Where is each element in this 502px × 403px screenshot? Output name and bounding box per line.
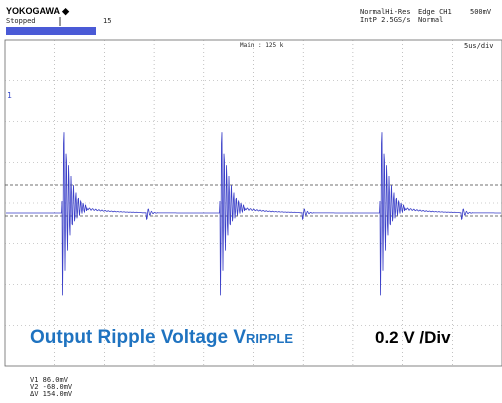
caption-label: Output Ripple Voltage VRIPPLE: [30, 327, 293, 348]
cursor-dv: ΔV 154.0mV: [30, 390, 73, 398]
brand: YOKOGAWA ◆: [6, 6, 70, 16]
timebase: 5us/div: [464, 42, 494, 50]
trigger: Edge CH1: [418, 8, 452, 16]
main: Main : 125 k: [240, 42, 284, 49]
cursor-v1: V1 86.0mV: [30, 376, 69, 384]
grid: [5, 40, 502, 366]
trigger-level: 500mV: [470, 8, 492, 16]
channel-marker: 1: [7, 91, 12, 100]
status: Stopped: [6, 17, 36, 25]
count: 15: [103, 17, 111, 25]
cursor-v2: V2 -68.0mV: [30, 383, 73, 391]
mode: NormalHi-Res: [360, 8, 411, 16]
waveform: [6, 132, 501, 296]
caption-text: Output Ripple Voltage V: [30, 327, 246, 348]
caption-scale: 0.2 V /Div: [375, 328, 451, 347]
trigger-mode: Normal: [418, 16, 443, 24]
caption-subscript: RIPPLE: [246, 331, 293, 346]
sample-rate: IntP 2.5GS/s: [360, 16, 411, 24]
channel-bar: [6, 27, 96, 35]
